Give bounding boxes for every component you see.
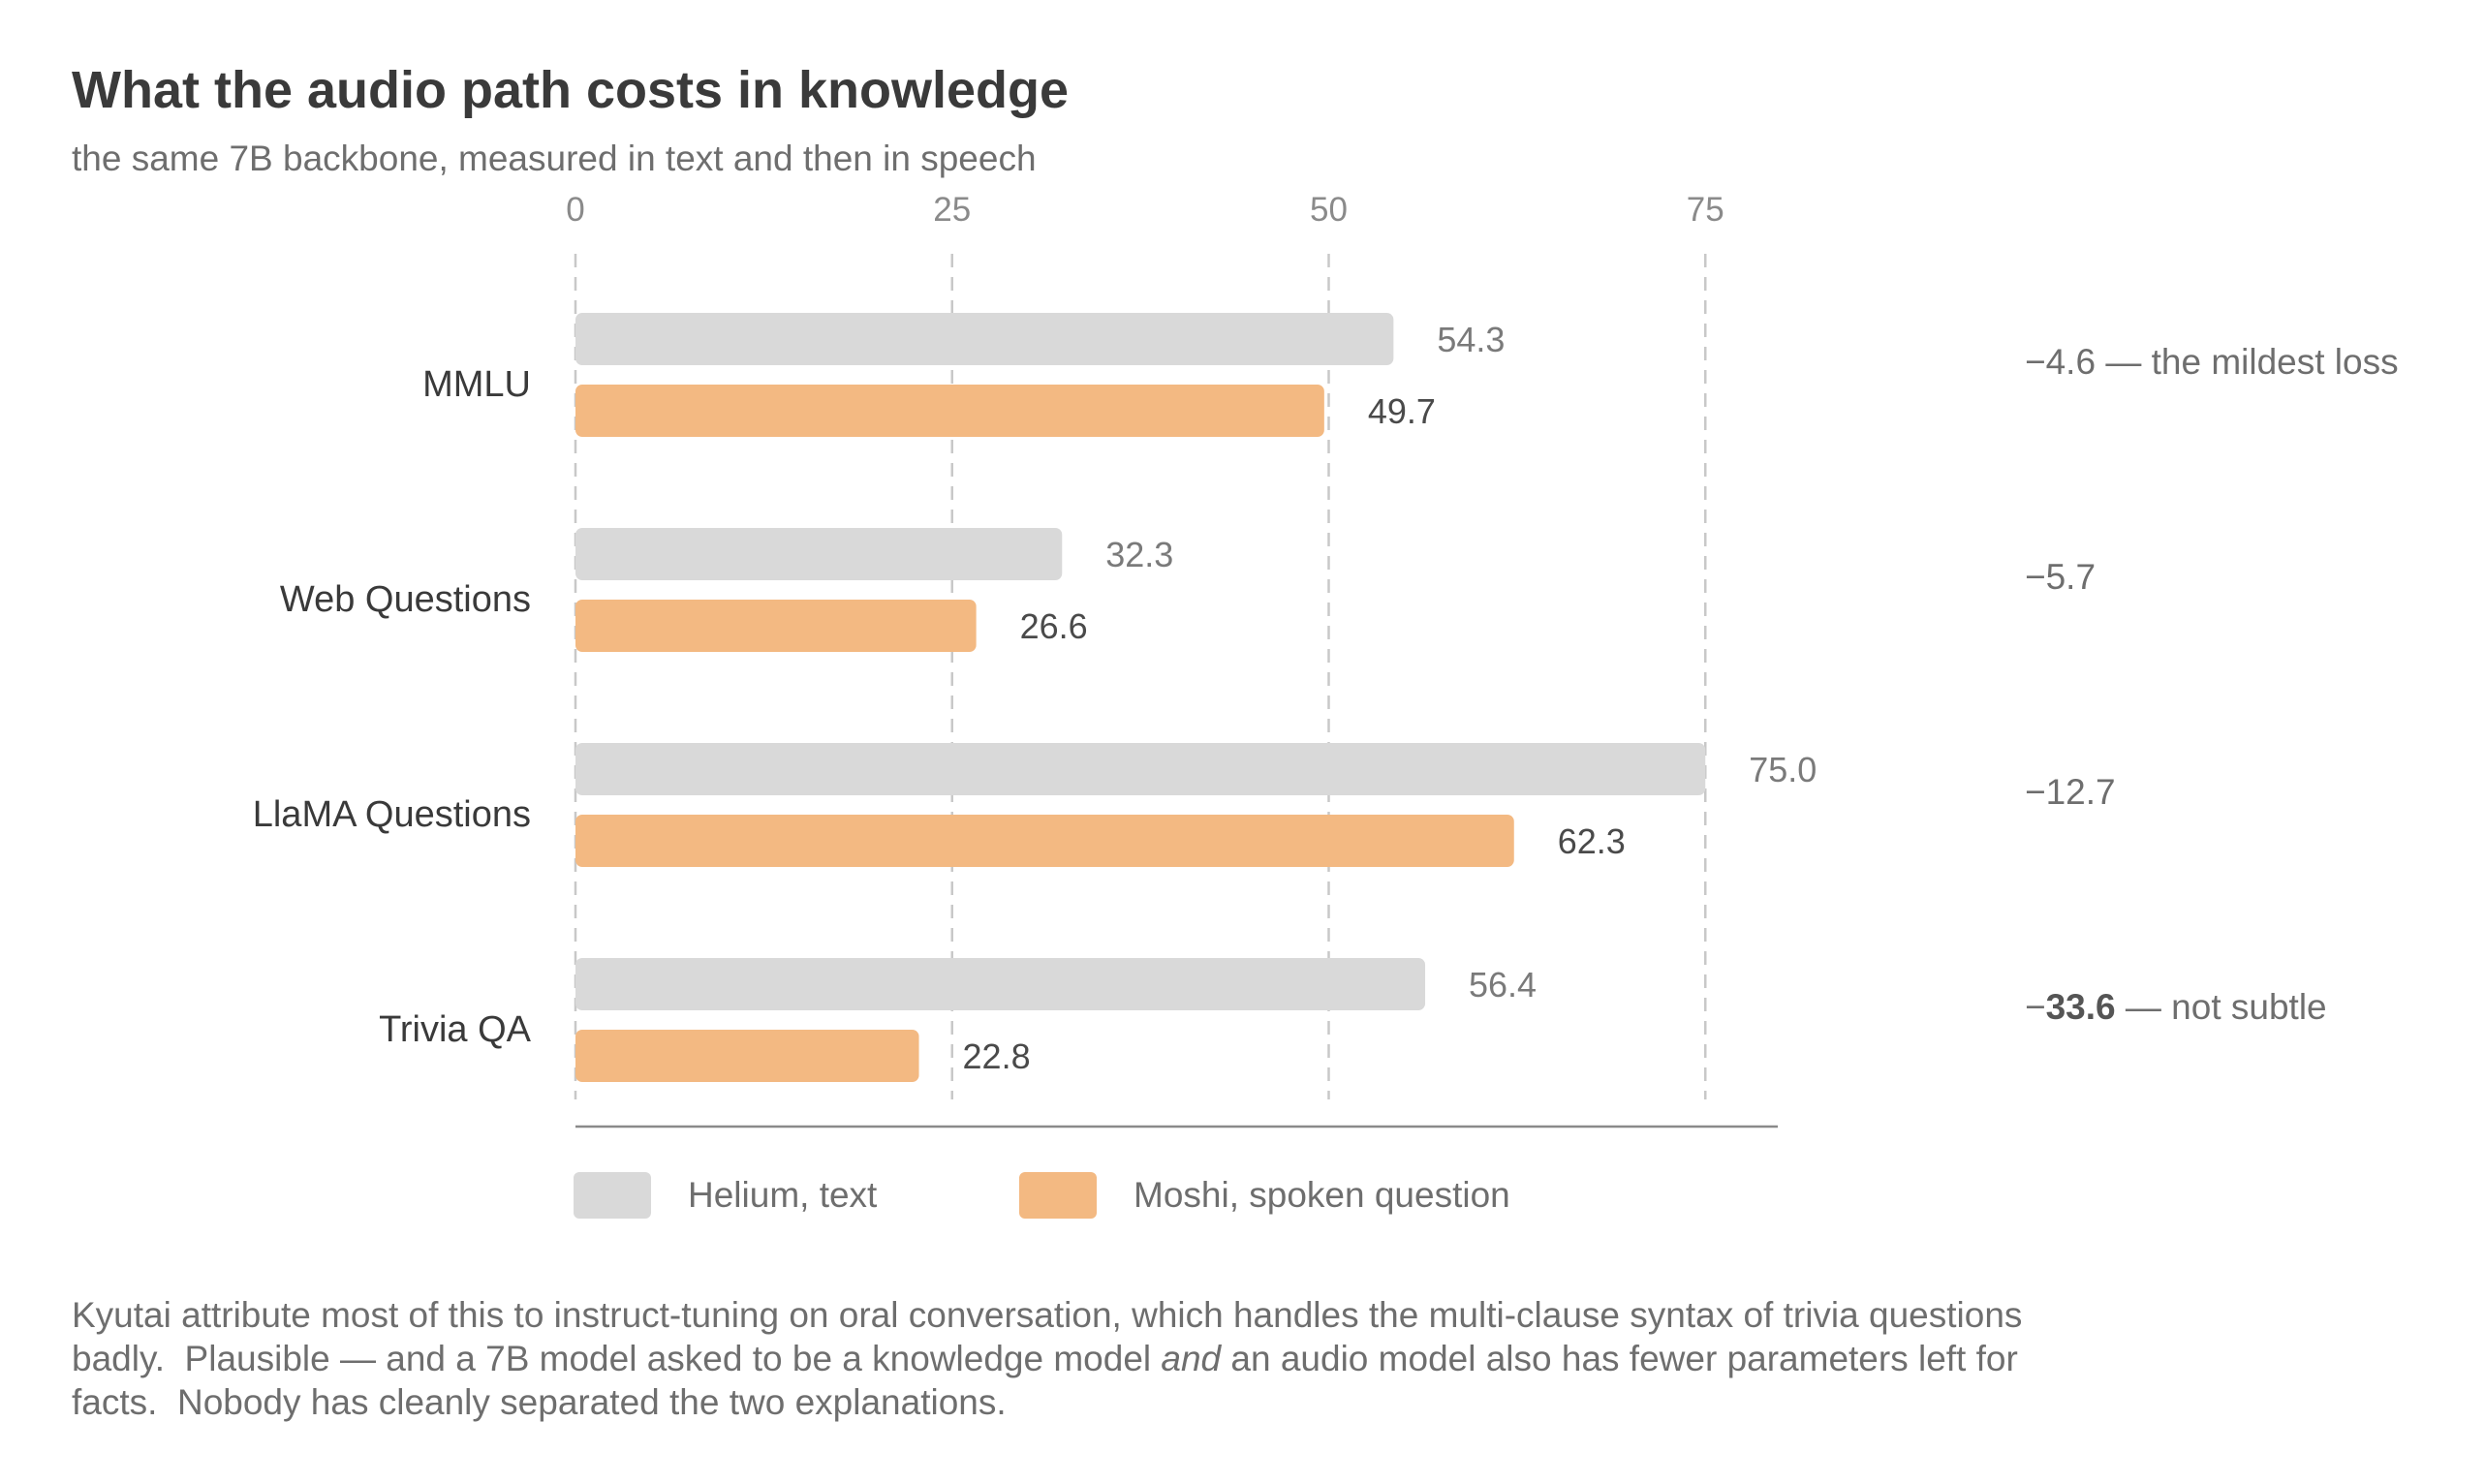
delta-value: 4.6 — [2046, 342, 2096, 382]
category-label: MMLU — [422, 364, 531, 405]
bar-spoken — [575, 385, 1324, 437]
delta-annotation: −12.7 — [2025, 772, 2116, 812]
delta-sign: − — [2025, 772, 2046, 812]
x-tick-label: 50 — [1310, 191, 1348, 229]
delta-value: 33.6 — [2046, 987, 2116, 1027]
delta-annotation: −5.7 — [2025, 557, 2096, 597]
value-label-text: 32.3 — [1105, 535, 1173, 574]
delta-note: — the mildest loss — [2096, 342, 2399, 382]
bar-spoken — [575, 1030, 919, 1082]
footnote-part1: Kyutai attribute most of this to instruc… — [72, 1295, 2023, 1378]
chart-subtitle: the same 7B backbone, measured in text a… — [72, 139, 1037, 178]
delta-annotation: −4.6 — the mildest loss — [2025, 342, 2399, 382]
footnote-emphasis: and — [1161, 1339, 1222, 1378]
legend-label-text: Helium, text — [688, 1175, 878, 1215]
bar-spoken — [575, 600, 977, 652]
category-label: Trivia QA — [379, 1009, 532, 1050]
delta-sign: − — [2025, 557, 2046, 597]
footnote-part2: an audio model also has fewer parameters… — [72, 1339, 2018, 1422]
value-label-spoken: 49.7 — [1368, 391, 1436, 431]
value-label-text: 54.3 — [1437, 320, 1505, 359]
bar-spoken — [575, 815, 1514, 867]
chart-title: What the audio path costs in knowledge — [72, 61, 1070, 119]
x-tick-label: 0 — [566, 191, 584, 229]
legend-swatch-text — [574, 1172, 651, 1219]
bar-text — [575, 313, 1394, 365]
value-label-spoken: 62.3 — [1558, 821, 1626, 861]
value-label-spoken: 26.6 — [1020, 606, 1088, 646]
bar-text — [575, 958, 1426, 1010]
category-label: LlaMA Questions — [253, 794, 531, 835]
legend-label-spoken: Moshi, spoken question — [1134, 1175, 1510, 1215]
legend-item-spoken: Moshi, spoken question — [1019, 1172, 1510, 1219]
category-label: Web Questions — [280, 579, 531, 620]
value-label-text: 75.0 — [1749, 750, 1817, 789]
delta-sign: − — [2025, 987, 2046, 1027]
delta-annotation: −33.6 — not subtle — [2025, 987, 2327, 1027]
value-label-spoken: 22.8 — [963, 1036, 1031, 1076]
footnote: Kyutai attribute most of this to instruc… — [72, 1293, 2058, 1424]
bar-text — [575, 743, 1706, 795]
delta-sign: − — [2025, 342, 2046, 382]
delta-value: 12.7 — [2046, 772, 2116, 812]
delta-note: — not subtle — [2116, 987, 2327, 1027]
delta-value: 5.7 — [2046, 557, 2096, 597]
bar-text — [575, 528, 1063, 580]
legend-item-text: Helium, text — [574, 1172, 877, 1219]
x-tick-label: 25 — [933, 191, 971, 229]
legend-swatch-spoken — [1019, 1172, 1097, 1219]
x-tick-label: 75 — [1687, 191, 1724, 229]
value-label-text: 56.4 — [1469, 965, 1537, 1005]
